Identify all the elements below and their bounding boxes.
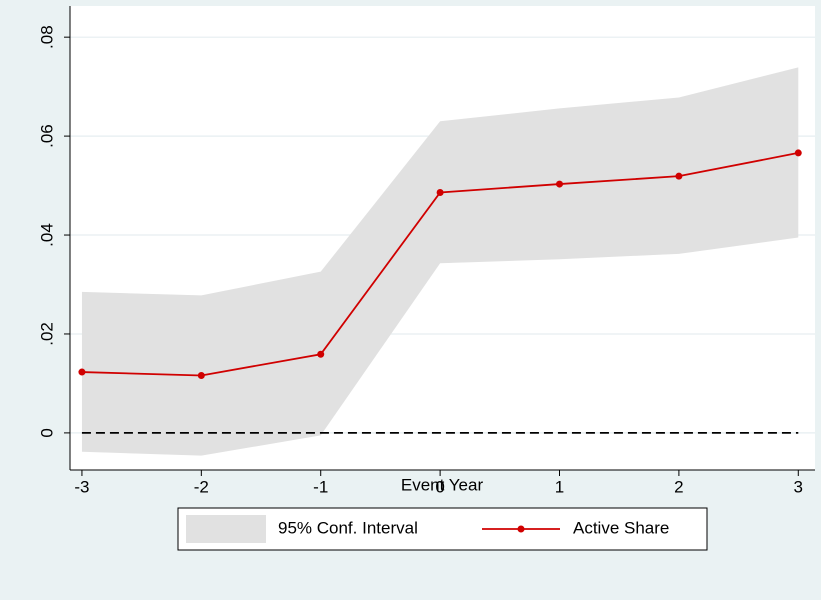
point (675, 172, 683, 180)
y-tick-label: .02 (37, 322, 56, 346)
y-tick-label: .08 (37, 25, 56, 49)
y-tick-label: .04 (37, 223, 56, 247)
legend-swatch (186, 515, 266, 543)
point (436, 188, 444, 196)
legend-label: 95% Conf. Interval (278, 518, 418, 537)
point (794, 149, 802, 157)
point (317, 350, 325, 358)
x-tick-label: -3 (74, 477, 89, 496)
y-tick-label: 0 (37, 428, 56, 437)
point (78, 368, 86, 376)
y-tick-label: .06 (37, 124, 56, 148)
x-axis-label: Event Year (401, 475, 484, 494)
x-tick-label: 2 (674, 477, 683, 496)
legend (177, 507, 708, 551)
x-tick-label: -1 (313, 477, 328, 496)
legend-label: Active Share (573, 518, 669, 537)
confidence-band (81, 67, 799, 456)
x-tick-label: -2 (194, 477, 209, 496)
point (556, 180, 564, 188)
x-tick-label: 1 (555, 477, 564, 496)
legend-marker (517, 525, 525, 533)
point (197, 372, 205, 380)
x-tick-label: 0 (435, 477, 444, 496)
x-tick-label: 3 (794, 477, 803, 496)
